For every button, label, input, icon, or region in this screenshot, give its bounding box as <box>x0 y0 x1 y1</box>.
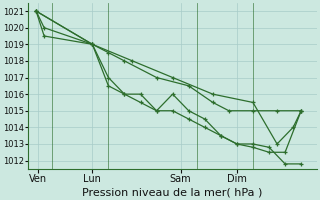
X-axis label: Pression niveau de la mer( hPa ): Pression niveau de la mer( hPa ) <box>83 187 263 197</box>
